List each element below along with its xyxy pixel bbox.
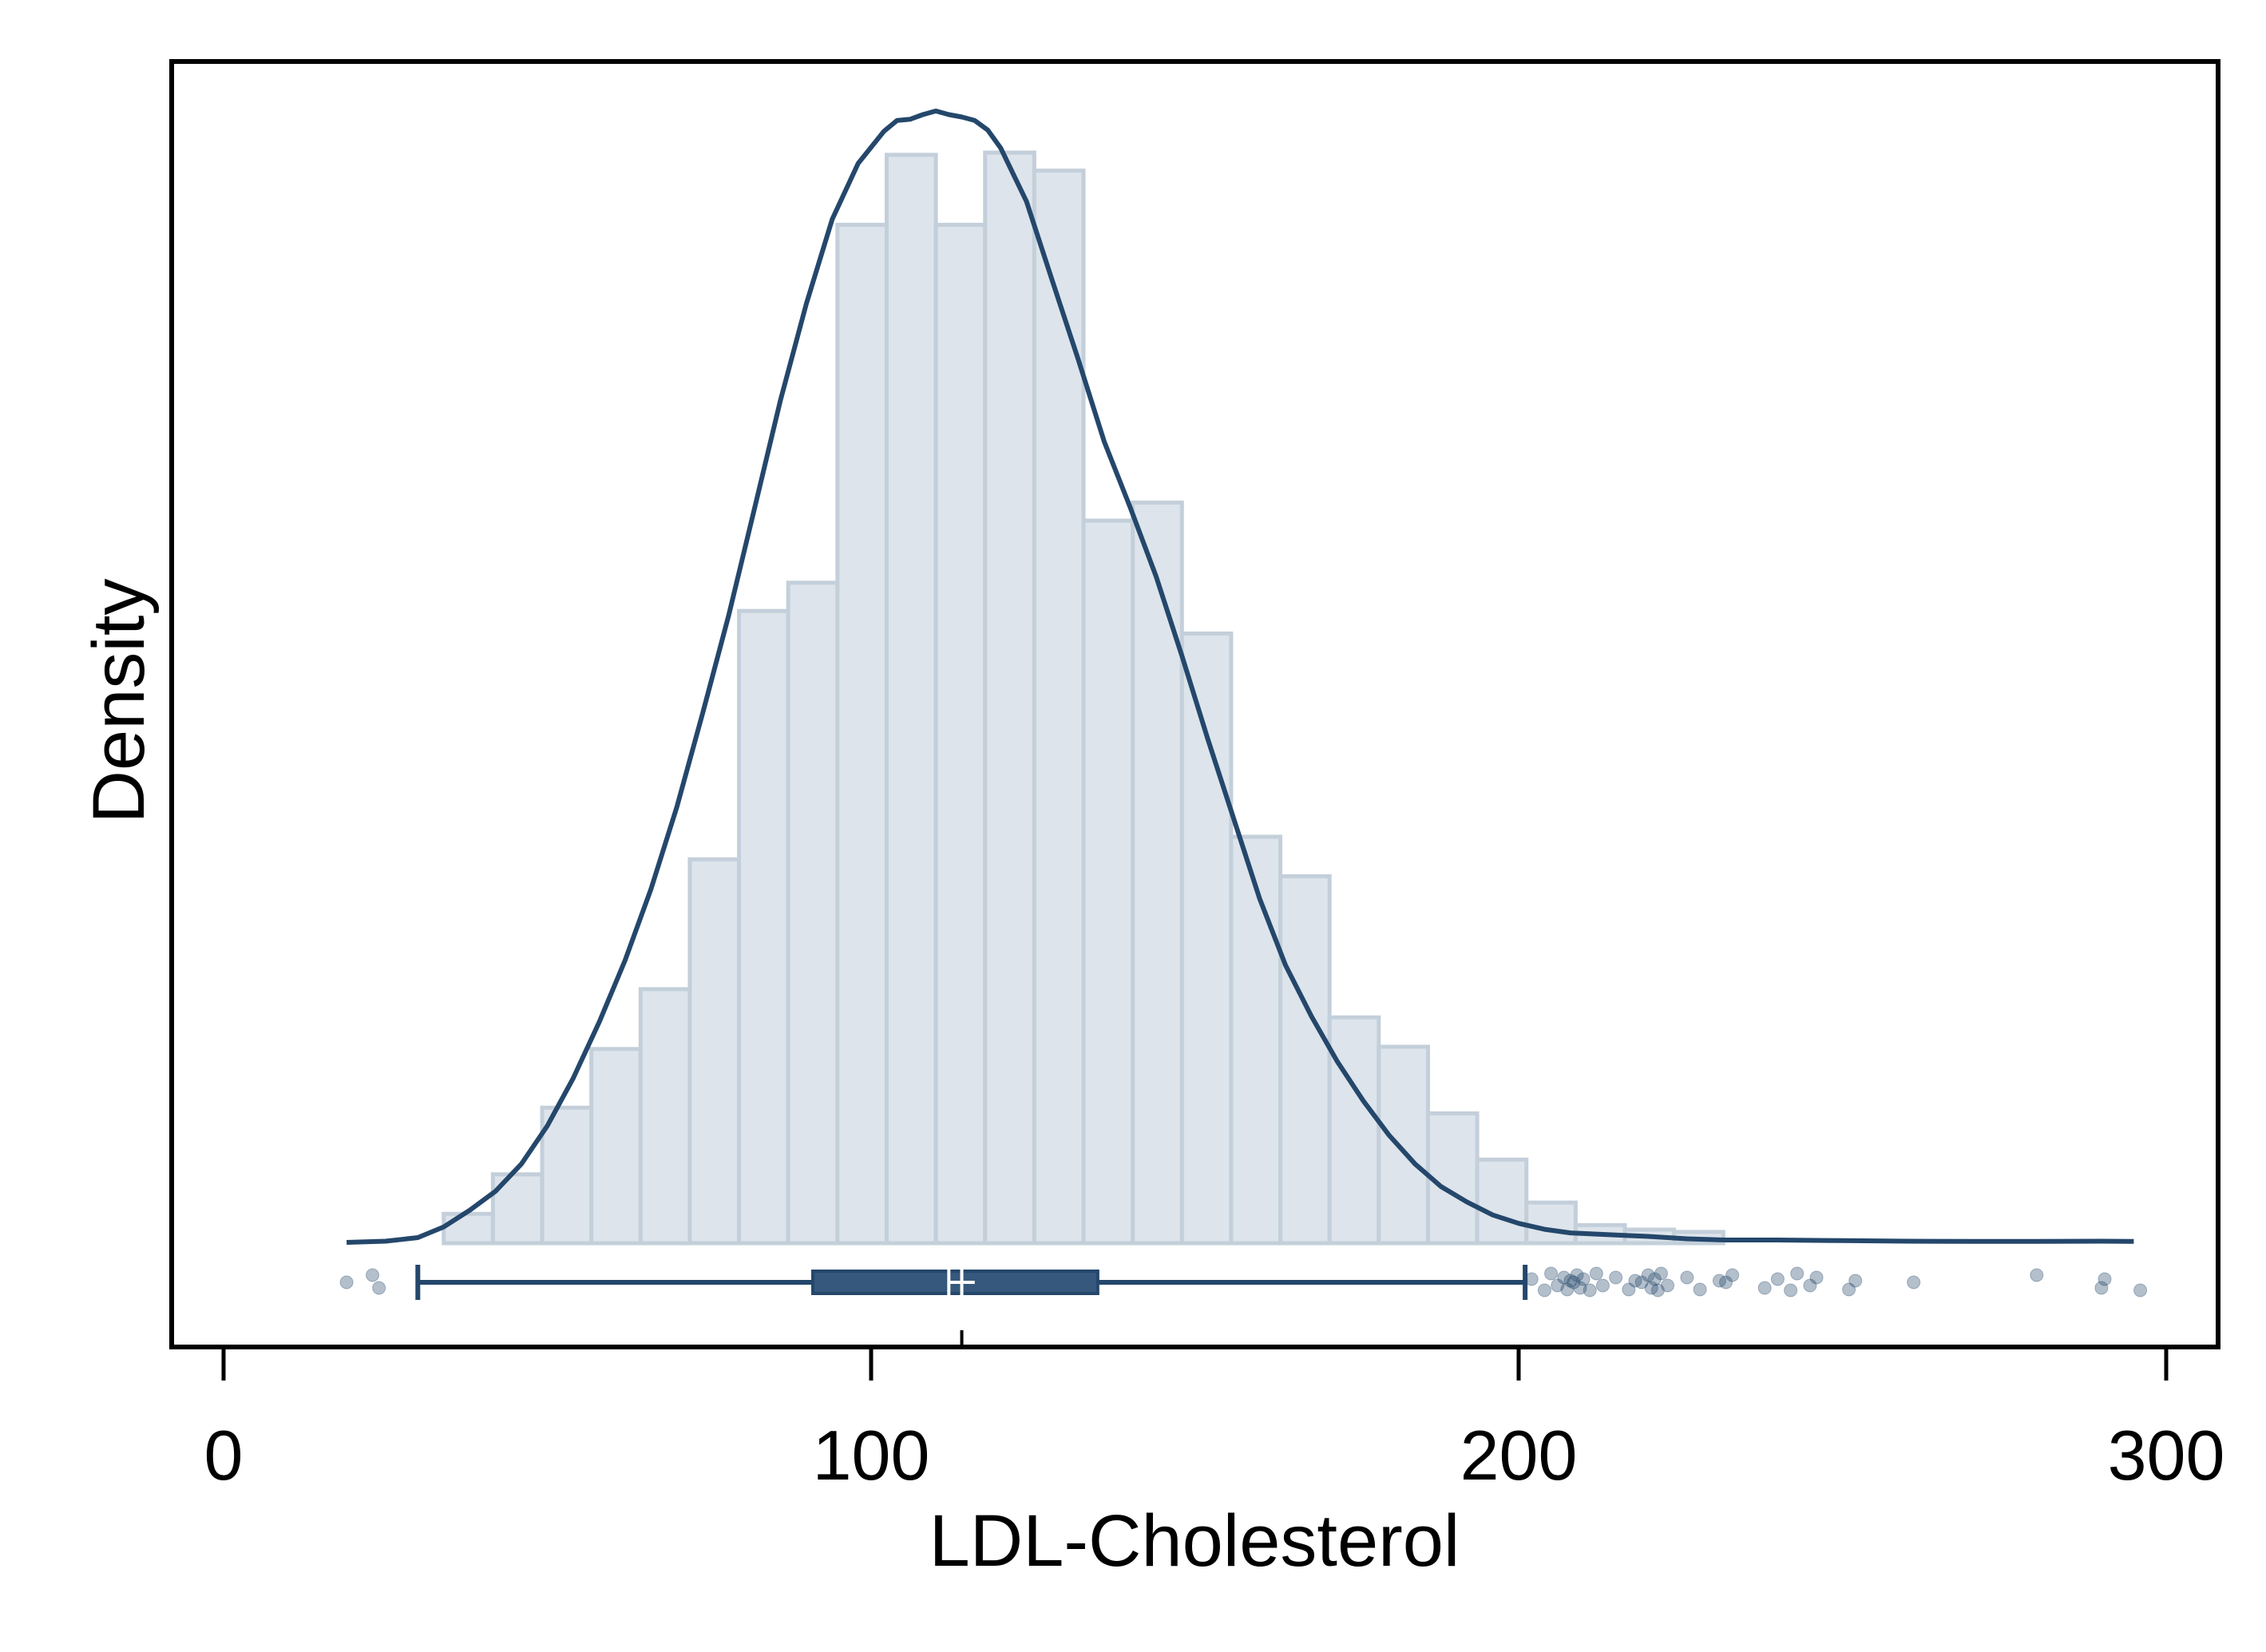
outlier-point: [2094, 1281, 2109, 1295]
outlier-point: [1719, 1275, 1733, 1290]
outlier-point: [1725, 1268, 1740, 1282]
outlier-point: [1628, 1274, 1642, 1288]
outlier-point: [1622, 1282, 1636, 1297]
outlier-point: [1654, 1266, 1668, 1281]
density-curve: [347, 109, 2134, 1245]
outlier-point: [1595, 1278, 1610, 1293]
outlier-point: [1544, 1266, 1559, 1281]
outlier-point: [1589, 1266, 1603, 1281]
outlier-point: [1644, 1281, 1658, 1295]
outlier-point: [1790, 1266, 1804, 1281]
outlier-point: [1537, 1283, 1551, 1297]
outlier-point: [1842, 1282, 1856, 1297]
outlier-point: [2098, 1272, 2112, 1286]
outlier-points: [339, 1266, 2148, 1297]
x-tick-label: 300: [2108, 1416, 2225, 1495]
outlier-point: [1693, 1282, 1707, 1297]
histogram-bar: [1229, 834, 1283, 1246]
histogram-bar: [933, 223, 988, 1246]
outlier-point: [1551, 1278, 1565, 1293]
histogram-bar: [1081, 518, 1135, 1246]
outlier-point: [2030, 1268, 2044, 1282]
outlier-point: [1609, 1270, 1623, 1285]
outlier-point: [1650, 1283, 1665, 1297]
boxplot-layer: [415, 1265, 1528, 1345]
outlier-point: [2133, 1283, 2148, 1297]
y-axis-title: Density: [78, 579, 160, 824]
outlier-point: [1803, 1278, 1817, 1293]
outlier-point: [1563, 1274, 1578, 1288]
histogram-bar: [1425, 1111, 1480, 1246]
x-axis: 0 100 200 300: [204, 1347, 2225, 1495]
outlier-point: [1848, 1274, 1863, 1288]
histogram-bar: [835, 223, 889, 1246]
histogram-bar: [1377, 1044, 1430, 1246]
histogram-bars: [442, 150, 1725, 1246]
outlier-point: [1809, 1270, 1824, 1285]
outlier-point: [1680, 1270, 1694, 1285]
outlier-point: [1907, 1275, 1921, 1290]
histogram-bar: [589, 1047, 643, 1246]
outlier-point: [372, 1281, 386, 1295]
histogram-bar: [1475, 1157, 1529, 1246]
outlier-point: [1757, 1281, 1772, 1295]
histogram-bar: [983, 150, 1036, 1246]
histogram-bar: [1179, 631, 1234, 1246]
x-tick-label: 200: [1460, 1416, 1578, 1495]
histogram-bar: [540, 1105, 594, 1246]
outlier-point: [1567, 1275, 1581, 1290]
outlier-point: [366, 1268, 380, 1282]
histogram-bar: [1278, 874, 1332, 1246]
histogram-bar: [687, 857, 742, 1246]
x-tick-label: 100: [813, 1416, 930, 1495]
outlier-point: [1576, 1272, 1591, 1286]
outlier-point: [1641, 1268, 1655, 1282]
outlier-point: [1570, 1268, 1584, 1282]
outlier-point: [1784, 1283, 1798, 1297]
outlier-point: [1583, 1283, 1597, 1297]
histogram-bar: [884, 153, 938, 1246]
outlier-point: [1647, 1272, 1662, 1286]
x-axis-title: LDL-Cholesterol: [929, 1500, 1460, 1582]
outlier-point: [1770, 1272, 1785, 1286]
histogram-bar: [490, 1172, 545, 1246]
outlier-point: [1560, 1282, 1575, 1297]
outlier-point: [1524, 1272, 1539, 1286]
histogram-bar: [786, 580, 840, 1246]
histogram-bar: [442, 1211, 495, 1246]
histogram-bar: [1131, 500, 1184, 1246]
plot-frame: [169, 59, 2220, 1349]
histogram-bar: [1032, 168, 1086, 1246]
outlier-point: [339, 1275, 354, 1290]
outlier-point: [1661, 1278, 1675, 1293]
outlier-point: [1557, 1270, 1571, 1285]
histogram-bar: [1524, 1200, 1578, 1246]
density-curve-layer: [347, 109, 2134, 1245]
outlier-point: [1634, 1275, 1649, 1290]
x-tick-label: 0: [204, 1416, 244, 1495]
histogram-bar: [638, 987, 692, 1246]
histogram-bar: [737, 608, 790, 1246]
outlier-point: [1573, 1281, 1587, 1295]
outlier-point: [1712, 1274, 1726, 1288]
histogram-bar: [1327, 1015, 1381, 1246]
